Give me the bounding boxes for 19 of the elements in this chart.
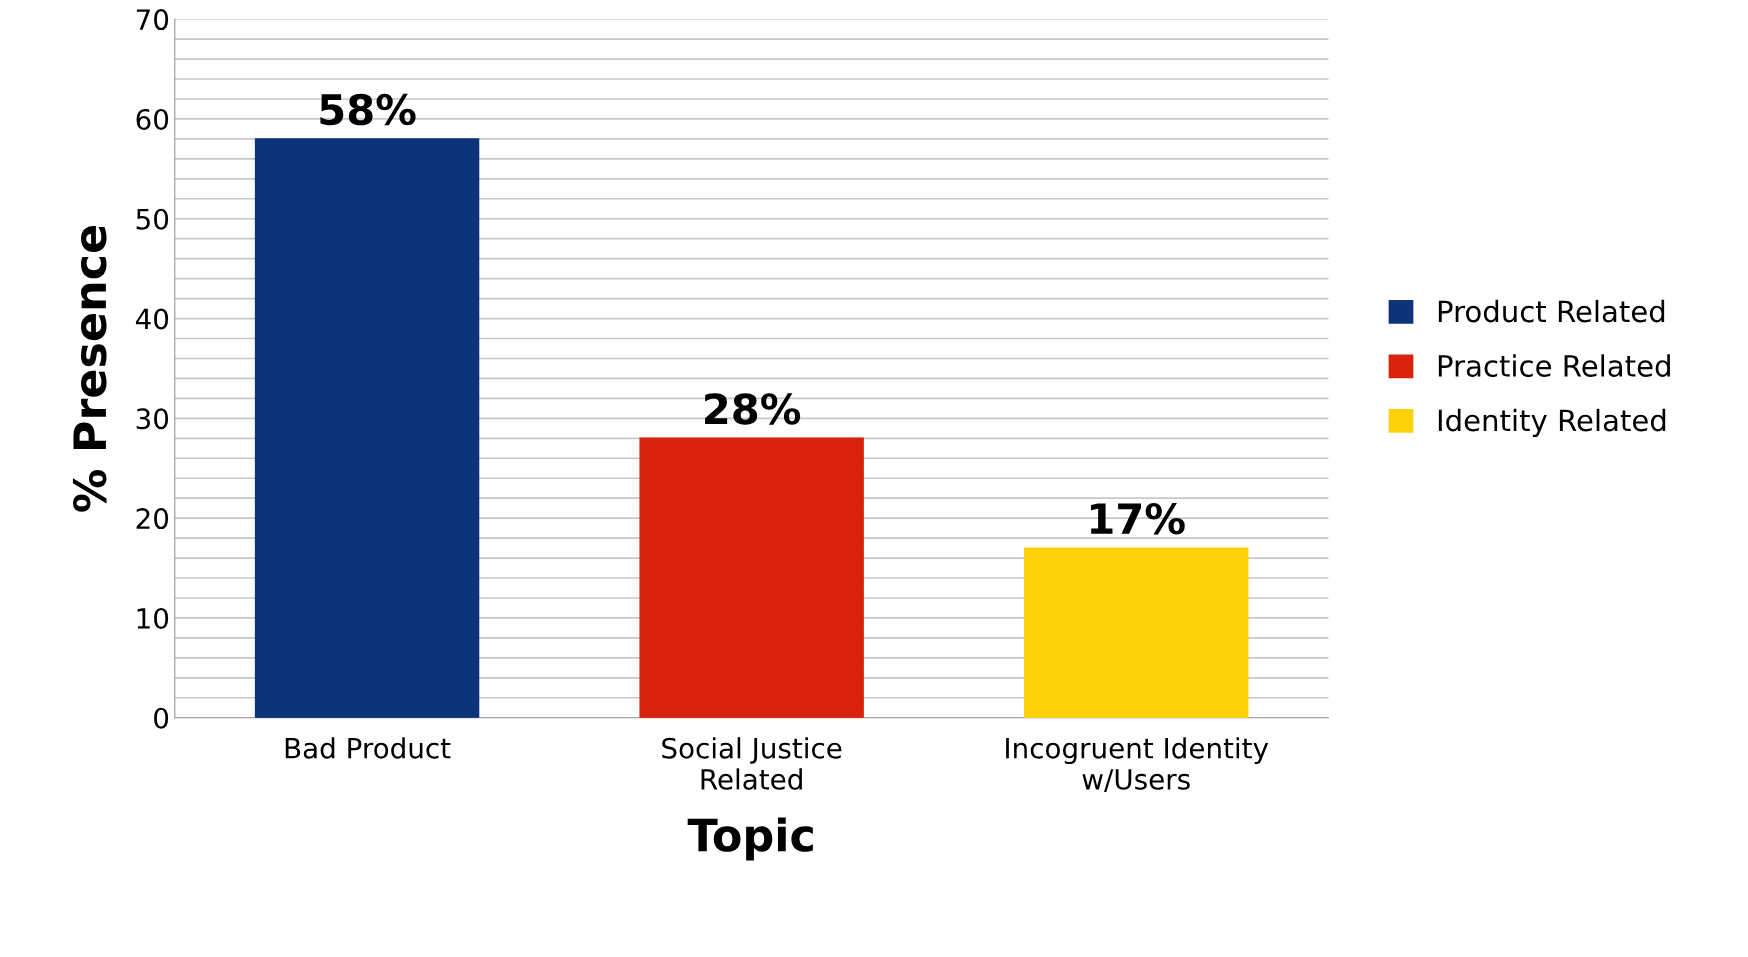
y-axis-title: % Presence <box>72 225 107 512</box>
y-tick-label: 60 <box>136 108 169 130</box>
legend-label: Product Related <box>1438 299 1665 323</box>
y-tick-label: 10 <box>137 607 169 629</box>
legend-label: Practice Related <box>1438 354 1670 377</box>
x-tick-label: Bad Product <box>285 737 451 759</box>
y-tick-label: 50 <box>136 208 169 230</box>
x-axis-title: Topic <box>687 817 813 861</box>
data-label: 58% <box>320 93 416 126</box>
data-label: 17% <box>1091 502 1185 535</box>
x-tick-label: Incogruent Identity w/Users <box>1006 737 1269 792</box>
x-tick-label: Social Justice Related <box>662 737 842 790</box>
y-tick-label: 0 <box>154 707 169 729</box>
y-tick-label: 40 <box>135 308 169 330</box>
y-tick-label: 70 <box>136 9 169 31</box>
y-tick-label: 30 <box>136 408 169 430</box>
data-label: 28% <box>705 393 801 425</box>
legend-label: Identity Related <box>1438 408 1666 438</box>
y-tick-label: 20 <box>136 508 169 530</box>
